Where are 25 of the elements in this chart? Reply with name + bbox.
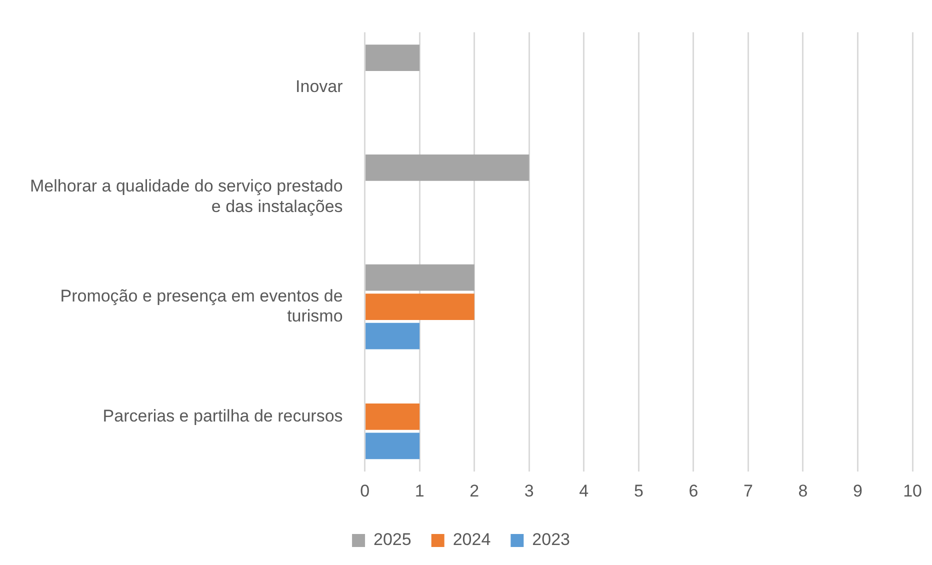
bar: [366, 154, 530, 181]
x-tick-label: 4: [579, 481, 589, 500]
bar: [366, 44, 420, 72]
x-tick-label: 7: [743, 481, 753, 500]
x-tick-label: 9: [853, 481, 863, 500]
x-tick-label: 2: [470, 481, 480, 500]
x-tick-label: 5: [634, 481, 644, 500]
x-tick-label: 10: [903, 481, 922, 500]
legend-label: 2024: [452, 530, 491, 550]
x-tick-label: 1: [414, 481, 424, 500]
bar: [366, 432, 420, 460]
x-tick-label: 8: [798, 481, 808, 500]
x-tick-label: 3: [524, 481, 534, 500]
y-tick-label: Promoção e presença em eventos de turismo: [60, 286, 343, 326]
x-tick-label: 6: [688, 481, 698, 500]
legend-label: 2025: [374, 530, 412, 550]
legend-label: 2023: [532, 530, 570, 550]
y-tick-label: Inovar: [296, 76, 344, 96]
y-tick-label: Parcerias e partilha de recursos: [102, 406, 343, 426]
bar: [366, 403, 420, 430]
bar: [366, 294, 474, 320]
y-tick-label: Melhorar a qualidade do serviço prestado e das instalações: [30, 176, 343, 216]
bar: [366, 264, 474, 291]
x-tick-label: 0: [360, 481, 370, 500]
bar: [366, 322, 420, 350]
